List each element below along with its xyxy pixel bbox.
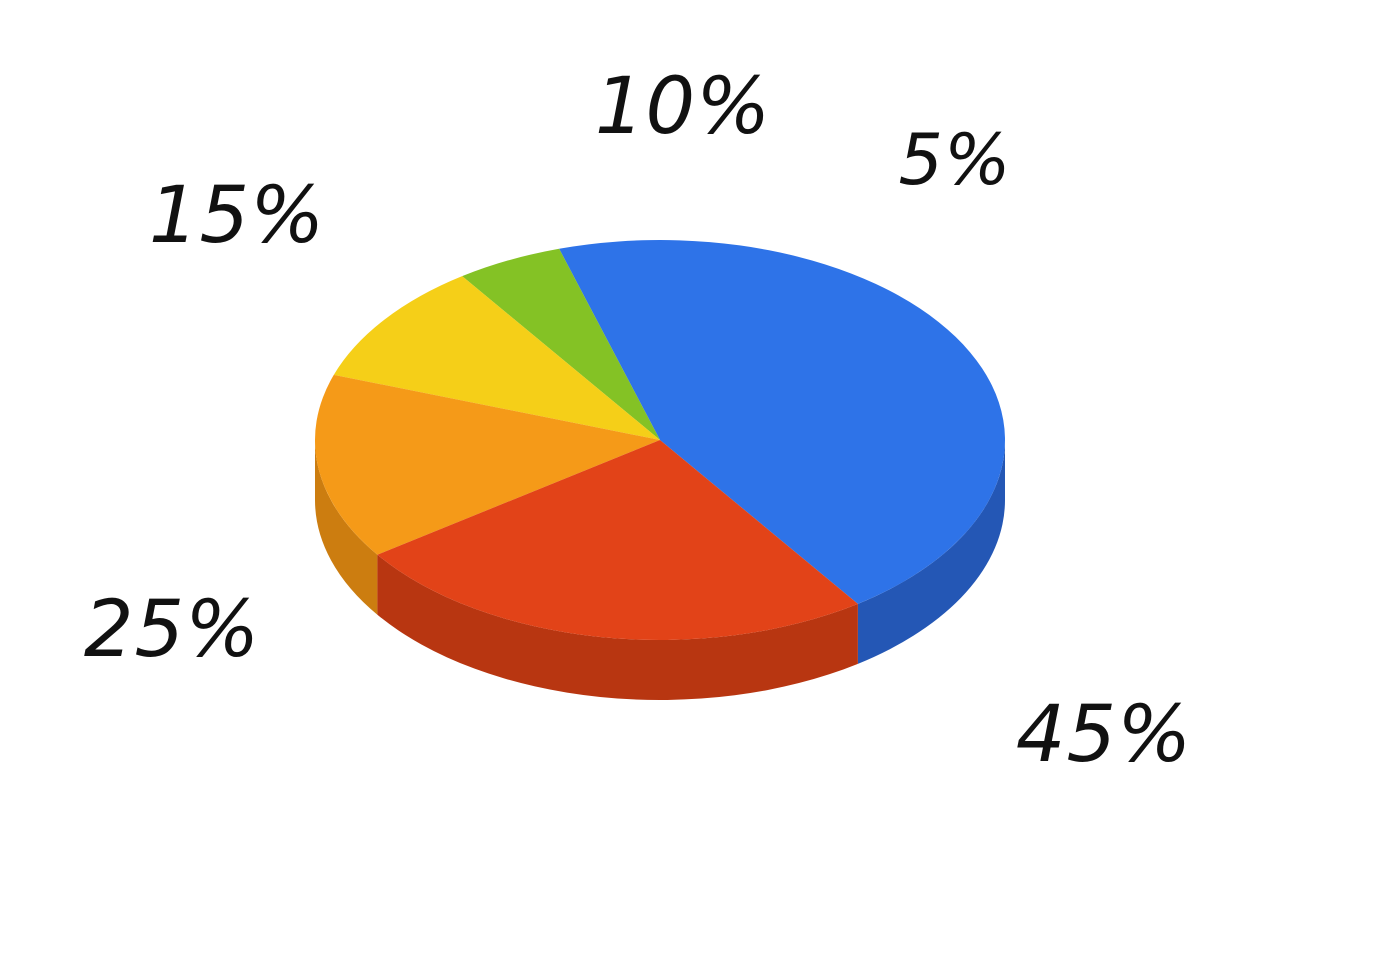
pie-chart-3d: 45% 5% 10% 15% 25% [0,0,1400,980]
pct-label-4: 25% [84,585,260,675]
pct-label-3: 15% [149,171,325,261]
pct-label-2: 10% [595,62,771,152]
pct-label-0: 45% [1016,690,1192,780]
pie-tops [315,240,1005,640]
pct-label-1: 5% [898,119,1011,201]
